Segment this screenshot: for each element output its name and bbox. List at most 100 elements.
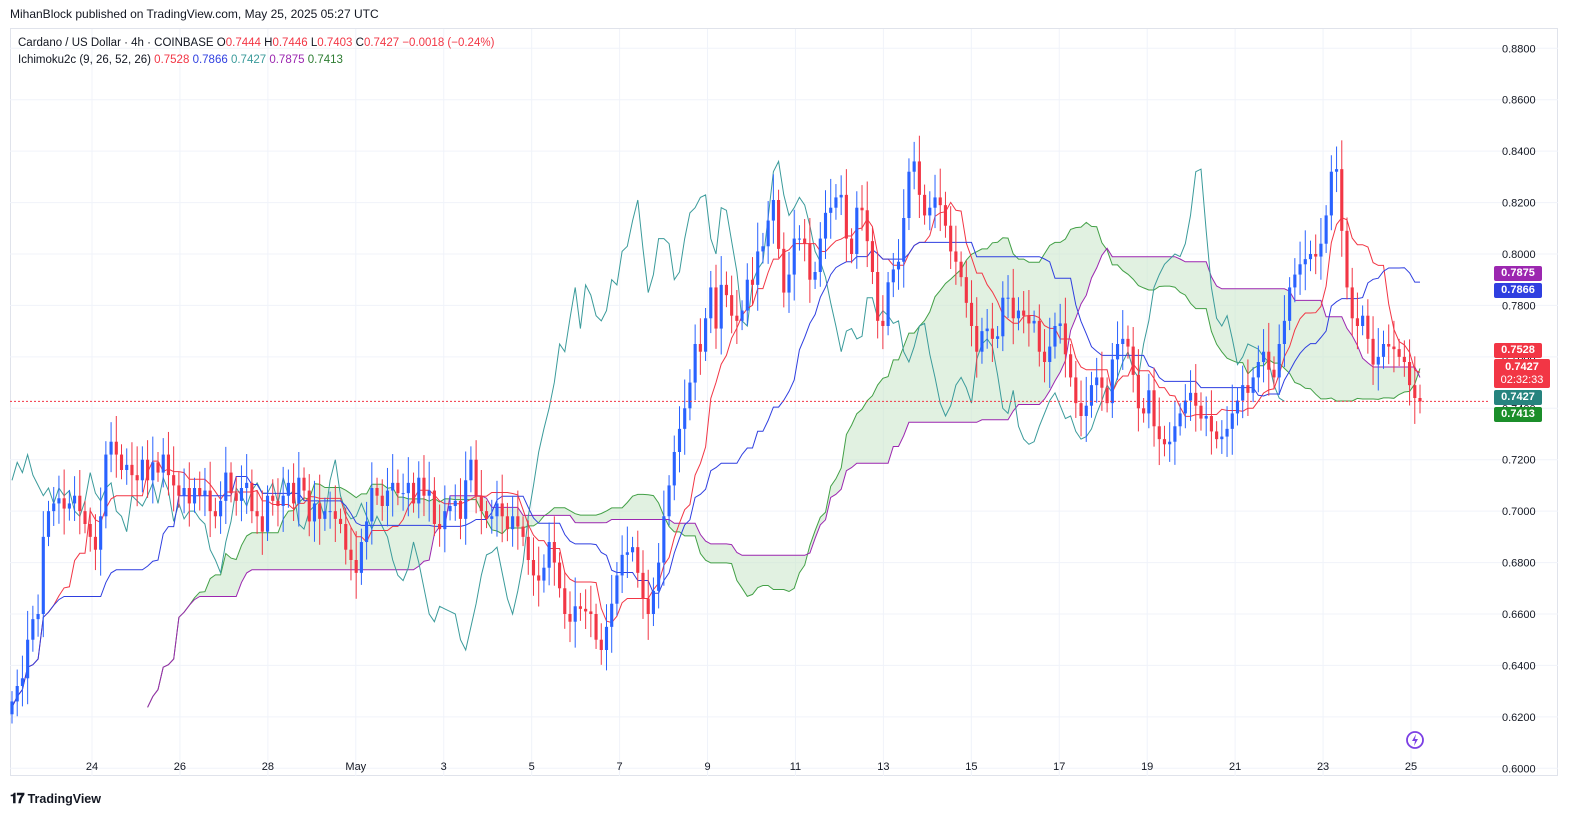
time-tick-label: 23 [1317,761,1329,773]
candle-body [657,562,661,591]
candle-body [464,480,468,519]
price-tick-label: 0.6600 [1502,609,1536,621]
candle-body [1376,356,1380,365]
candle-body [1246,385,1250,393]
candle-body [338,518,343,524]
candle-body [714,287,718,329]
candle-body [67,503,71,509]
candle-body [36,614,40,620]
candle-body [265,495,270,532]
indicator-value-senkou-a: 0.7413 [307,54,343,66]
candle-body [954,251,958,262]
candle-body [140,459,144,481]
candle-body [902,218,906,262]
candle-body [354,560,358,573]
kijun-price-label: 0.7866 [1494,283,1542,298]
candle-body [78,495,82,512]
candle-body [740,310,744,321]
time-tick-label: 15 [965,761,977,773]
candle-body [26,639,30,679]
candle-body [130,464,134,476]
candle-body [234,493,238,501]
candle-body [1408,362,1412,386]
candle-body [1215,431,1219,440]
candle-body [1220,436,1224,440]
candle-body [1136,374,1140,409]
candle-body [46,511,51,537]
candle-body [980,331,984,352]
candle-body [907,171,911,218]
chart-frame[interactable] [10,28,1558,776]
candle-body [646,598,650,614]
candle-body [818,238,822,272]
candle-body [782,248,786,293]
candle-body [349,549,353,560]
candles [10,135,1422,724]
indicator-value-tenkan: 0.7528 [154,54,190,66]
candle-body [432,490,436,524]
candle-body [1053,326,1057,347]
candle-body [683,408,687,429]
low-value: 0.7403 [317,37,353,49]
price-tick-label: 0.6000 [1502,763,1536,775]
candle-body [599,639,603,650]
candle-body [114,441,118,455]
candle-body [448,506,452,512]
candle-body [1204,416,1208,419]
symbol-name[interactable]: Cardano / US Dollar · 4h · COINBASE [18,37,214,49]
candle-body [365,521,369,542]
candle-body [891,269,895,283]
candle-body [943,205,948,226]
candle-body [469,459,473,481]
candle-body [860,207,864,211]
candle-body [1188,392,1193,401]
candle-body [1048,346,1052,362]
candle-body [1001,297,1005,337]
candle-body [615,575,619,604]
candle-body [344,524,348,550]
candle-body [57,498,61,504]
candle-body [896,261,901,270]
low-label: L [310,37,318,49]
candle-body [1069,354,1073,378]
candle-body [834,197,838,208]
time-tick-label: May [345,761,366,773]
candle-body [203,490,207,496]
candle-body [1209,416,1213,432]
candle-body [453,500,457,506]
indicator-name[interactable]: Ichimoku2c (9, 26, 52, 26) [18,54,151,66]
candle-body [651,590,655,614]
candle-body [975,326,979,352]
time-axis[interactable]: 24 26 28 May 3 5 7 9 11 13 15 17 19 21 23 25 [86,761,1417,773]
candle-body [490,516,494,519]
candle-body [1230,413,1234,429]
candle-body [985,328,989,332]
price-axis[interactable]: 0.88000.86000.84000.82000.80000.78000.76… [1502,43,1536,775]
price-tick-label: 0.8600 [1502,95,1536,107]
candle-body [839,194,843,198]
candle-body [1225,428,1229,437]
replay-icon[interactable] [1404,729,1426,751]
candle-body [823,212,828,239]
candle-body [1110,359,1114,404]
candle-body [766,220,770,247]
candle-body [286,482,290,496]
candle-body [636,547,640,573]
senkou-span-a-line [147,221,1421,708]
candle-body [406,482,410,494]
close-label: C [355,37,364,49]
price-tick-label: 0.8200 [1502,198,1536,210]
candle-body [777,200,781,249]
candle-body [20,678,24,686]
footer-brand[interactable]: 𝟏𝟕 TradingView [10,790,101,807]
price-tick-label: 0.7000 [1502,506,1536,518]
candle-body [1387,344,1391,347]
candle-body [1142,408,1146,414]
candle-body [1037,320,1041,352]
candle-body [792,238,796,275]
time-tick-label: 26 [174,761,186,773]
candle-body [1402,356,1406,362]
candle-body [427,490,431,496]
candle-body [511,516,515,530]
